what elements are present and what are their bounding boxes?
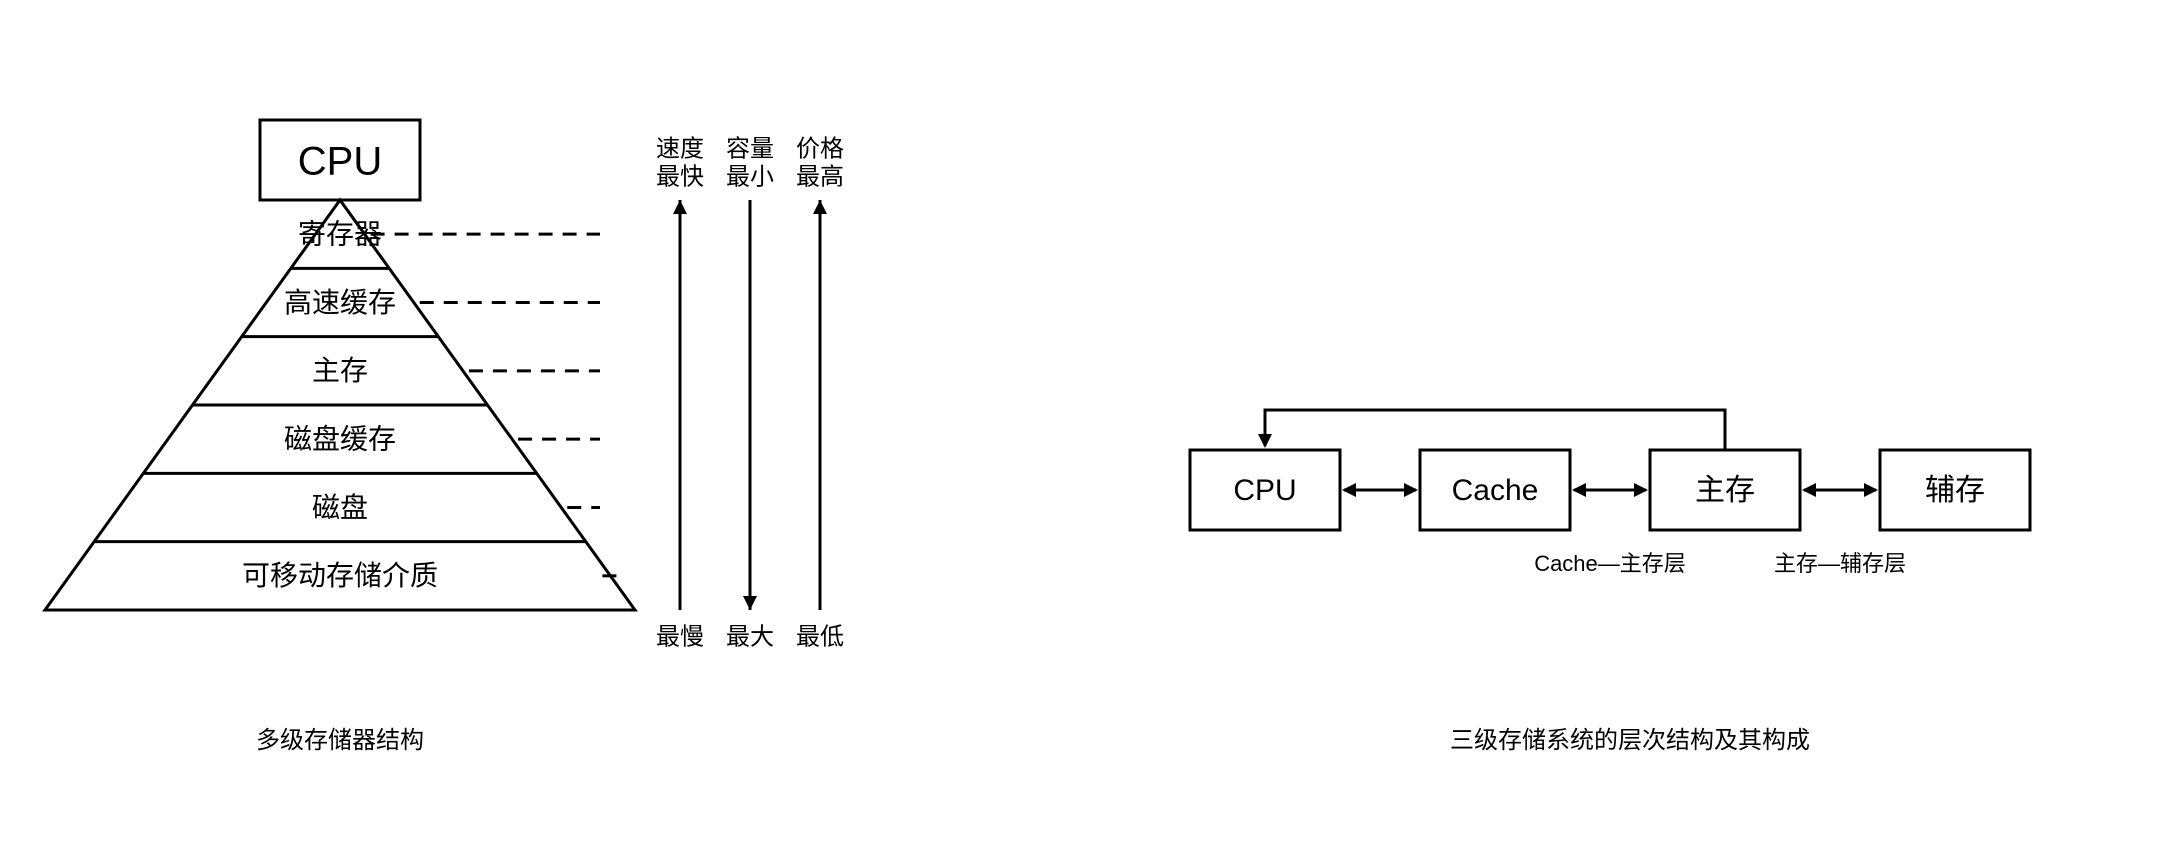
pyramid-caption: 多级存储器结构 (40, 720, 640, 755)
svg-text:最小: 最小 (726, 163, 774, 190)
svg-text:CPU: CPU (1233, 474, 1296, 507)
svg-text:可移动存储介质: 可移动存储介质 (242, 560, 438, 591)
svg-text:高速缓存: 高速缓存 (284, 287, 396, 318)
svg-text:最快: 最快 (656, 163, 704, 190)
svg-text:辅存: 辅存 (1925, 474, 1985, 507)
svg-text:Cache: Cache (1452, 474, 1539, 507)
pyramid-diagram: CPU寄存器高速缓存主存磁盘缓存磁盘可移动存储介质速度最快最慢容量最小最大价格最… (40, 50, 860, 690)
flow-caption: 三级存储系统的层次结构及其构成 (1180, 720, 2080, 755)
svg-text:Cache—主存层: Cache—主存层 (1534, 551, 1686, 576)
canvas: CPU寄存器高速缓存主存磁盘缓存磁盘可移动存储介质速度最快最慢容量最小最大价格最… (0, 0, 2173, 844)
svg-text:磁盘缓存: 磁盘缓存 (284, 424, 396, 455)
svg-text:速度: 速度 (656, 135, 704, 162)
svg-text:磁盘: 磁盘 (312, 492, 368, 523)
svg-text:寄存器: 寄存器 (298, 219, 382, 250)
svg-text:最低: 最低 (796, 623, 844, 650)
svg-text:主存: 主存 (312, 355, 368, 386)
svg-text:最大: 最大 (726, 623, 774, 650)
svg-text:最高: 最高 (796, 163, 844, 190)
svg-text:CPU: CPU (298, 140, 382, 184)
svg-text:价格: 价格 (796, 135, 844, 162)
svg-text:主存: 主存 (1695, 474, 1755, 507)
flow-diagram: CPU Cache 主存 辅存 Cache—主存层 主存—辅存层 (1180, 400, 2040, 620)
svg-text:最慢: 最慢 (656, 623, 704, 650)
svg-text:主存—辅存层: 主存—辅存层 (1774, 551, 1906, 576)
svg-text:容量: 容量 (726, 135, 774, 162)
